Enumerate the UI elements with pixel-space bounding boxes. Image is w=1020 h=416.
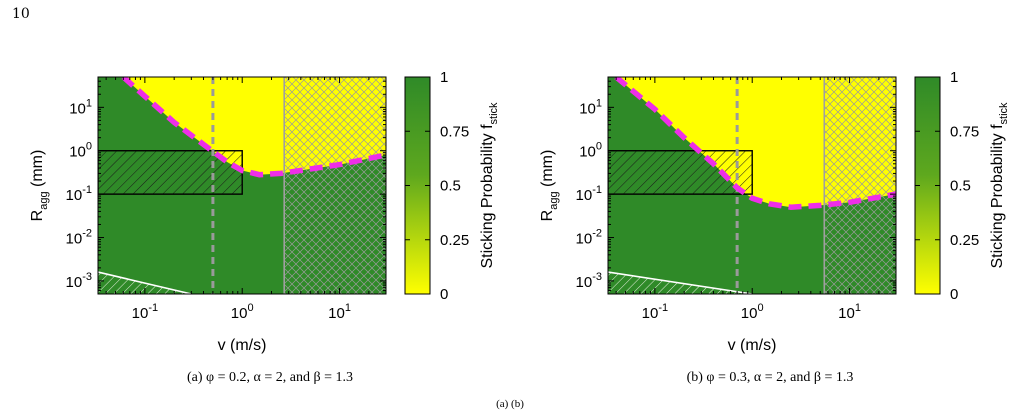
y-tick-label: 10-3 bbox=[66, 271, 92, 291]
chart-a: 10-1 100 101 10-3 10-2 10-1 100 101 v (m/s) Ragg … bbox=[29, 69, 500, 354]
colorbar-tick-label: 0.75 bbox=[440, 123, 469, 140]
white-limit-line bbox=[98, 271, 192, 294]
colorbar-tick-label: 0 bbox=[950, 286, 958, 303]
sticking-boundary-curve bbox=[614, 77, 896, 210]
footer-note: (a) (b) bbox=[496, 398, 524, 410]
x-tick-label: 10-1 bbox=[132, 302, 158, 322]
y-tick-label: 10-3 bbox=[576, 271, 602, 291]
colorbar-tick-label: 1 bbox=[950, 69, 958, 86]
page-number: 10 bbox=[12, 6, 30, 22]
y-tick-label: 100 bbox=[69, 141, 92, 161]
colorbar-label: Sticking Probability fstick bbox=[989, 102, 1010, 269]
y-tick-label: 10-2 bbox=[66, 228, 92, 248]
y-tick-label: 10-1 bbox=[66, 184, 92, 204]
y-tick-label: 101 bbox=[69, 97, 92, 117]
caption-a: (a) φ = 0.2, α = 2, and β = 1.3 bbox=[187, 370, 353, 385]
measurement-box bbox=[608, 150, 753, 195]
colorbar-tick-label: 0 bbox=[440, 286, 448, 303]
chart-panel-b: 10-1 100 101 10-3 10-2 10-1 100 101 v (m/s) Ragg … bbox=[510, 0, 1020, 416]
lower-hatch-region bbox=[98, 272, 188, 294]
y-tick-label: 100 bbox=[579, 141, 602, 161]
colorbar-tick-label: 0.5 bbox=[950, 178, 971, 195]
y-tick-label: 101 bbox=[579, 97, 602, 117]
colorbar-tick-label: 0.25 bbox=[440, 232, 469, 249]
colorbar-tick-label: 1 bbox=[440, 69, 448, 86]
caption-b: (b) φ = 0.3, α = 2, and β = 1.3 bbox=[686, 370, 854, 385]
y-tick-label: 10-2 bbox=[576, 228, 602, 248]
x-tick-label: 101 bbox=[838, 302, 861, 322]
colorbar-label: Sticking Probability fstick bbox=[479, 102, 500, 269]
colorbar-tick-label: 0.5 bbox=[440, 178, 461, 195]
x-tick-label: 100 bbox=[231, 302, 254, 322]
y-axis-label: Ragg (mm) bbox=[539, 150, 560, 222]
x-axis-label: v (m/s) bbox=[728, 337, 777, 354]
chart-b: 10-1 100 101 10-3 10-2 10-1 100 101 v (m/s) Ragg … bbox=[539, 69, 1010, 354]
x-tick-label: 101 bbox=[328, 302, 351, 322]
y-axis-label: Ragg (mm) bbox=[29, 150, 50, 222]
sticking-boundary-curve bbox=[121, 77, 386, 178]
chart-panel-a: 10-1 100 101 10-3 10-2 10-1 100 101 v (m/s) Ragg … bbox=[29, 69, 500, 385]
lower-hatch-region bbox=[608, 272, 746, 294]
x-tick-label: 100 bbox=[741, 302, 764, 322]
colorbar-tick-label: 0.25 bbox=[950, 232, 979, 249]
x-axis-label: v (m/s) bbox=[218, 337, 267, 354]
x-tick-label: 10-1 bbox=[642, 302, 668, 322]
colorbar-tick-label: 0.75 bbox=[950, 123, 979, 140]
fragmentation-hatch bbox=[284, 77, 386, 294]
fragmentation-hatch bbox=[824, 77, 896, 294]
y-tick-label: 10-1 bbox=[576, 184, 602, 204]
white-limit-line bbox=[608, 271, 753, 294]
